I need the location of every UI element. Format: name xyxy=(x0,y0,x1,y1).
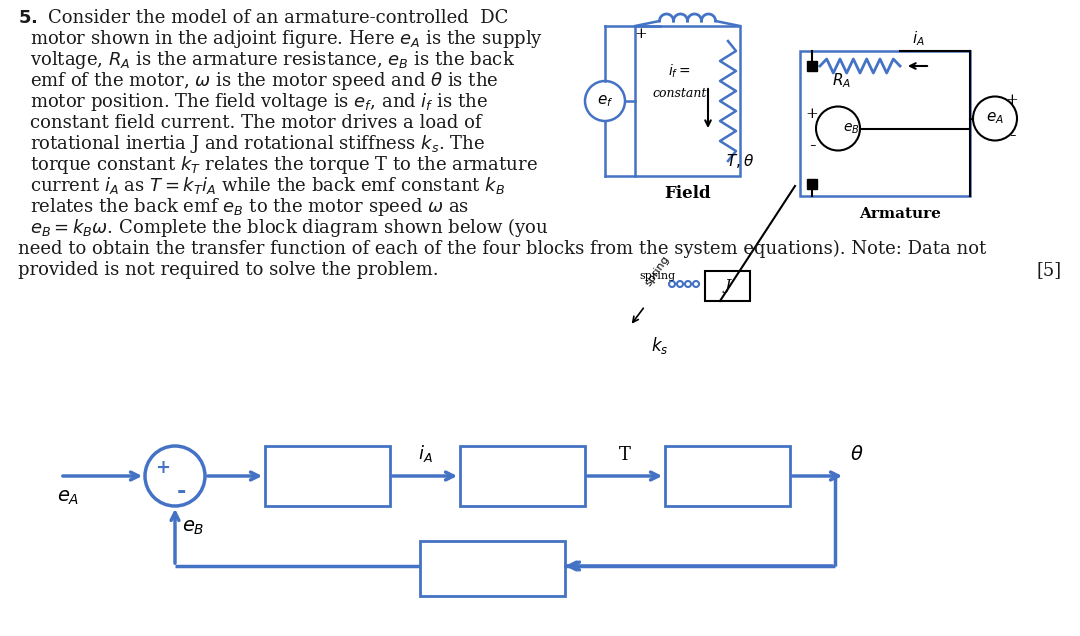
Text: emf of the motor, $\omega$ is the motor speed and $\theta$ is the: emf of the motor, $\omega$ is the motor … xyxy=(30,70,499,92)
Text: T: T xyxy=(619,446,631,464)
Text: Consider the model of an armature-controlled  DC: Consider the model of an armature-contro… xyxy=(48,9,509,27)
Text: constant: constant xyxy=(652,87,706,100)
Text: $i_A$: $i_A$ xyxy=(912,29,924,48)
Text: $\theta$: $\theta$ xyxy=(850,445,864,464)
Text: Field: Field xyxy=(664,186,711,202)
Text: $k_s$: $k_s$ xyxy=(651,336,669,357)
Text: $e_B = k_B\omega$. Complete the block diagram shown below (you: $e_B = k_B\omega$. Complete the block di… xyxy=(30,216,549,239)
Text: [5]: [5] xyxy=(1037,261,1062,279)
Text: $e_B$: $e_B$ xyxy=(181,519,204,537)
Bar xyxy=(665,446,789,506)
Text: constant field current. The motor drives a load of: constant field current. The motor drives… xyxy=(30,114,482,132)
Text: $R_A$: $R_A$ xyxy=(833,72,851,90)
Text: +: + xyxy=(1005,93,1018,107)
Text: need to obtain the transfer function of each of the four blocks from the system : need to obtain the transfer function of … xyxy=(18,240,986,258)
Text: $e_B$: $e_B$ xyxy=(843,121,860,135)
Text: $i_f =$: $i_f =$ xyxy=(669,62,691,80)
Text: $e_A$: $e_A$ xyxy=(986,111,1004,127)
Text: spring: spring xyxy=(643,254,671,288)
Bar xyxy=(460,446,585,506)
Text: torque constant $k_T$ relates the torque T to the armature: torque constant $k_T$ relates the torque… xyxy=(30,154,538,176)
Text: $i_A$: $i_A$ xyxy=(418,443,432,464)
Text: current $i_A$ as $T = k_Ti_A$ while the back emf constant $k_B$: current $i_A$ as $T = k_Ti_A$ while the … xyxy=(30,175,505,196)
Text: rotational inertia J and rotational stiffness $k_s$. The: rotational inertia J and rotational stif… xyxy=(30,133,485,155)
Text: +: + xyxy=(806,106,819,120)
Text: relates the back emf $e_B$ to the motor speed $\omega$ as: relates the back emf $e_B$ to the motor … xyxy=(30,196,469,218)
Text: +: + xyxy=(156,459,171,477)
Text: -: - xyxy=(1009,127,1015,146)
Text: J: J xyxy=(725,279,730,293)
Bar xyxy=(635,26,740,176)
Text: -: - xyxy=(809,137,815,155)
Bar xyxy=(800,51,970,196)
Text: motor shown in the adjoint figure. Here $e_A$ is the supply: motor shown in the adjoint figure. Here … xyxy=(30,28,543,50)
Text: voltage, $R_A$ is the armature resistance, $e_B$ is the back: voltage, $R_A$ is the armature resistanc… xyxy=(30,49,515,71)
Text: motor position. The field voltage is $e_f$, and $i_f$ is the: motor position. The field voltage is $e_… xyxy=(30,91,488,113)
Text: provided is not required to solve the problem.: provided is not required to solve the pr… xyxy=(18,261,438,279)
Text: $e_A$: $e_A$ xyxy=(57,489,79,507)
Bar xyxy=(420,541,565,596)
Text: Armature: Armature xyxy=(859,207,941,221)
Bar xyxy=(705,271,750,301)
Text: spring: spring xyxy=(639,271,675,281)
Text: $e_f$: $e_f$ xyxy=(597,93,613,109)
Bar xyxy=(265,446,390,506)
Text: +: + xyxy=(635,27,647,41)
Text: -: - xyxy=(176,481,186,503)
Text: $\mathbf{5.}$: $\mathbf{5.}$ xyxy=(18,9,38,27)
Text: $T, \theta$: $T, \theta$ xyxy=(726,152,754,170)
